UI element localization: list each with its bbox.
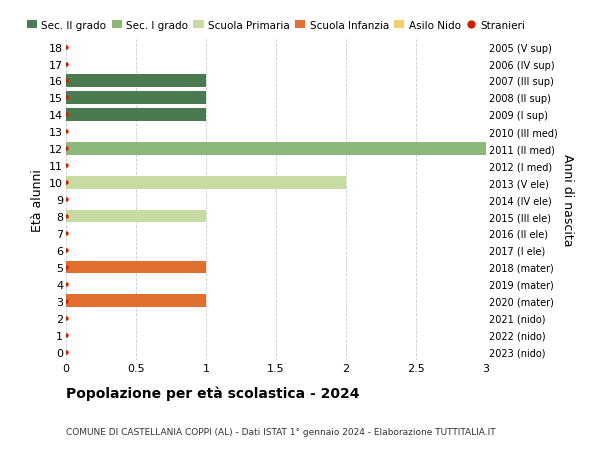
Text: Popolazione per età scolastica - 2024: Popolazione per età scolastica - 2024 xyxy=(66,386,359,400)
Bar xyxy=(66,109,206,122)
Bar xyxy=(66,210,206,223)
Text: COMUNE DI CASTELLANIA COPPI (AL) - Dati ISTAT 1° gennaio 2024 - Elaborazione TUT: COMUNE DI CASTELLANIA COPPI (AL) - Dati … xyxy=(66,427,496,436)
Bar xyxy=(66,75,206,88)
Bar xyxy=(66,176,346,189)
Bar xyxy=(66,295,206,308)
Y-axis label: Età alunni: Età alunni xyxy=(31,168,44,231)
Y-axis label: Anni di nascita: Anni di nascita xyxy=(561,153,574,246)
Bar xyxy=(66,143,486,155)
Bar xyxy=(66,92,206,105)
Bar xyxy=(66,261,206,274)
Legend: Sec. II grado, Sec. I grado, Scuola Primaria, Scuola Infanzia, Asilo Nido, Stran: Sec. II grado, Sec. I grado, Scuola Prim… xyxy=(27,21,525,31)
